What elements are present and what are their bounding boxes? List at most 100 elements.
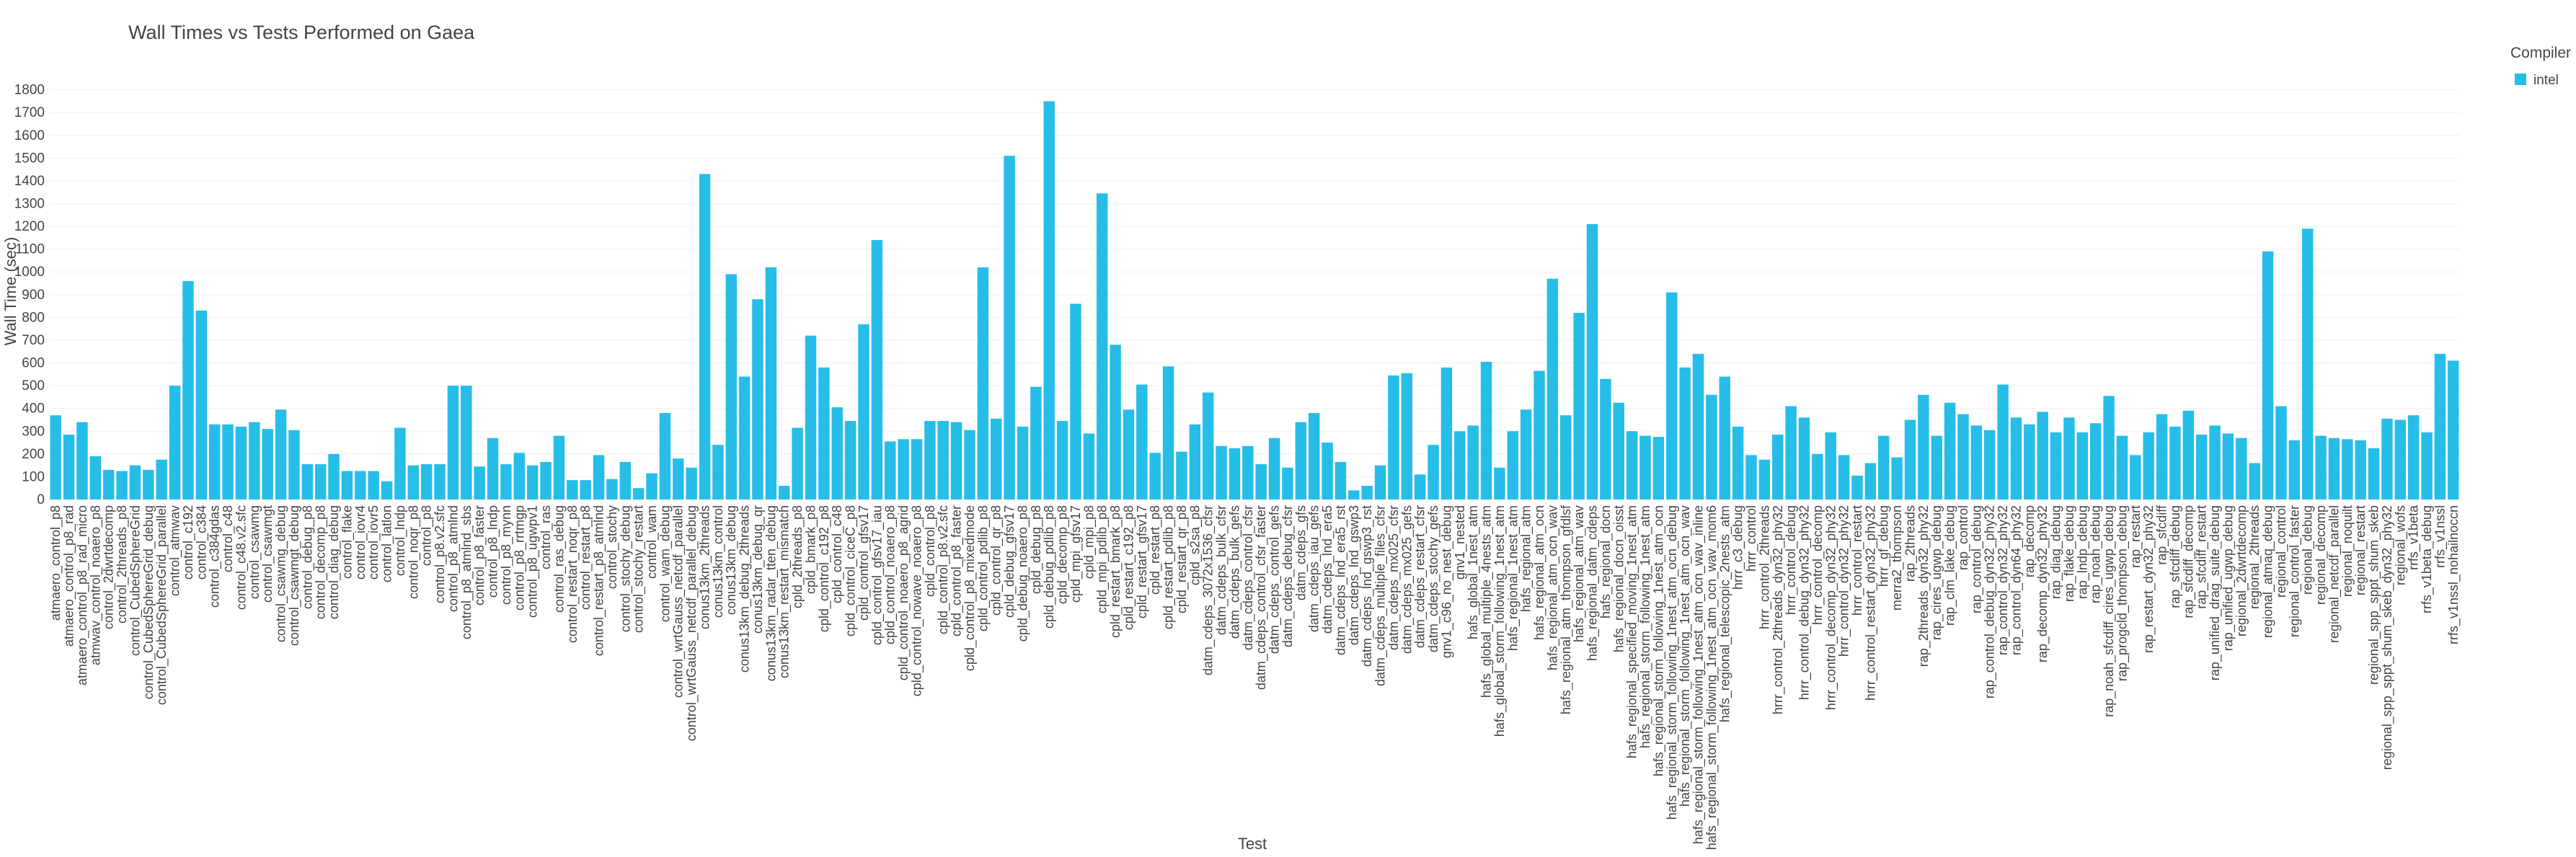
bar <box>937 421 949 499</box>
bar <box>1573 313 1585 499</box>
bar <box>2381 418 2393 499</box>
x-tick-label: cpld_control_noaero_p8_agrid <box>896 505 911 680</box>
x-tick-label: datm_cdeps_lnd_era5_rst <box>1333 505 1348 655</box>
x-tick-label: datm_cdeps_lnd_era5 <box>1320 505 1335 634</box>
bar <box>1785 406 1797 499</box>
bar <box>1123 409 1135 499</box>
x-tick-label: control_p8_faster <box>472 505 487 605</box>
bar <box>1679 367 1691 499</box>
x-tick-label: control_csawmg <box>247 505 262 599</box>
x-tick-label: control_iovr5 <box>366 505 381 580</box>
bar <box>1136 384 1148 499</box>
bar <box>2448 360 2459 499</box>
x-tick-label: hafs_regional_specified_moving_1nest_atm <box>1625 505 1640 758</box>
bar <box>1083 433 1095 499</box>
x-tick-label: control_csawmgt <box>260 505 275 603</box>
bar <box>1480 361 1492 499</box>
x-tick-label: control_noqr_p8 <box>406 505 421 599</box>
legend-label: intel <box>2533 73 2559 88</box>
bar <box>1494 467 1505 499</box>
x-tick-label: gnv1_c96_no_nest_debug <box>1439 505 1454 658</box>
bar <box>1361 486 1373 499</box>
x-tick-label: control_c192 <box>181 505 196 580</box>
bar <box>831 407 843 499</box>
x-tick-label: hafs_regional_docn <box>1598 505 1614 618</box>
bar <box>1838 455 1850 499</box>
x-tick-label: rap_control_dyn32_phy32 <box>1996 505 2011 655</box>
x-tick-label: control_ras_debug <box>552 505 567 613</box>
bar <box>420 464 433 499</box>
y-tick-label: 700 <box>22 333 45 348</box>
bar <box>2090 423 2102 499</box>
bar <box>1984 430 1996 499</box>
bar <box>646 473 658 499</box>
bar <box>1851 475 1863 499</box>
y-tick-label: 1800 <box>14 83 45 98</box>
y-tick-label: 1700 <box>14 105 45 120</box>
y-tick-label: 100 <box>22 469 45 484</box>
x-tick-label: control_p8_atmlnd_sbs <box>459 505 474 639</box>
x-tick-label: cpld_control_c48 <box>830 505 845 603</box>
bar <box>1149 453 1161 499</box>
bar <box>2195 435 2208 499</box>
bar <box>2116 435 2128 499</box>
bar <box>2342 439 2353 499</box>
x-tick-label: cpld_2threads_p8 <box>790 505 805 608</box>
x-tick-label: cpld_control_p8 <box>923 505 938 597</box>
x-tick-label: regional_control <box>2274 505 2289 598</box>
x-tick-label: cpld_restart_c192_p8 <box>1121 505 1136 630</box>
x-tick-label: datm_cdeps_iau_gefs <box>1307 505 1322 632</box>
x-tick-label: control_csawmgt_debug <box>287 505 302 646</box>
bar <box>2103 396 2115 499</box>
y-tick-label: 1200 <box>14 219 45 234</box>
x-tick-label: hafs_global_1nest_atm <box>1466 505 1481 639</box>
bar <box>208 424 221 499</box>
bar <box>567 480 578 499</box>
x-tick-label: datm_cdeps_bulk_cfsr <box>1214 505 1229 635</box>
x-axis-title: Test <box>1238 835 1267 853</box>
y-tick-label: 0 <box>37 492 45 507</box>
x-tick-label: atmaero_control_p8_rad_micro <box>75 505 90 685</box>
y-tick-label: 1100 <box>15 242 45 257</box>
bar <box>1878 435 1890 499</box>
bar <box>871 240 883 499</box>
x-tick-label: control_p8_lndp <box>486 505 501 598</box>
x-tick-label: cpld_debug_noaero_p8 <box>1015 505 1030 641</box>
x-tick-label: control_debug_p8 <box>300 505 315 609</box>
bar <box>1295 422 1307 499</box>
bar <box>2394 419 2407 499</box>
x-tick-label: cpld_debug_pdlib_p8 <box>1042 505 1057 629</box>
bar <box>1454 431 1466 499</box>
x-tick-label: cpld_control_gfsv17_iau <box>869 505 885 645</box>
bar <box>1017 426 1029 499</box>
bar <box>1546 278 1559 499</box>
bar <box>2076 432 2089 499</box>
x-tick-label: atmwav_control_noaero_p8 <box>88 505 103 665</box>
x-tick-label: control_atmwav <box>168 505 183 596</box>
bar <box>1348 490 1360 499</box>
bar <box>844 421 857 499</box>
bar <box>818 367 830 499</box>
x-tick-label: cpld_control_p8_mixedmode <box>962 505 978 671</box>
x-tick-label: rap_noah_sfcdiff_cires_ugwp_debug <box>2102 505 2117 717</box>
bar <box>1335 461 1347 499</box>
bar <box>1613 402 1624 499</box>
bar <box>1560 415 1572 499</box>
x-tick-label: control_wam_debug <box>658 505 673 622</box>
x-tick-label: cpld_restart_bmark_p8 <box>1108 505 1123 638</box>
bar <box>407 465 419 499</box>
bar <box>381 481 393 499</box>
x-tick-label: conus13km_debug_2threads <box>738 505 753 672</box>
x-tick-label: cpld_restart_p8 <box>1148 505 1163 595</box>
bar <box>434 464 446 499</box>
x-tick-label: cpld_control_pdlib_p8 <box>975 505 991 631</box>
bar <box>288 430 300 499</box>
bar <box>2037 412 2048 499</box>
bar <box>1600 378 1611 499</box>
y-tick-label: 500 <box>22 378 45 394</box>
x-tick-label: rap_diag_debug <box>2049 505 2064 599</box>
x-tick-label: rap_control_dyn64_phy32 <box>2009 505 2024 655</box>
bar <box>2130 455 2141 499</box>
